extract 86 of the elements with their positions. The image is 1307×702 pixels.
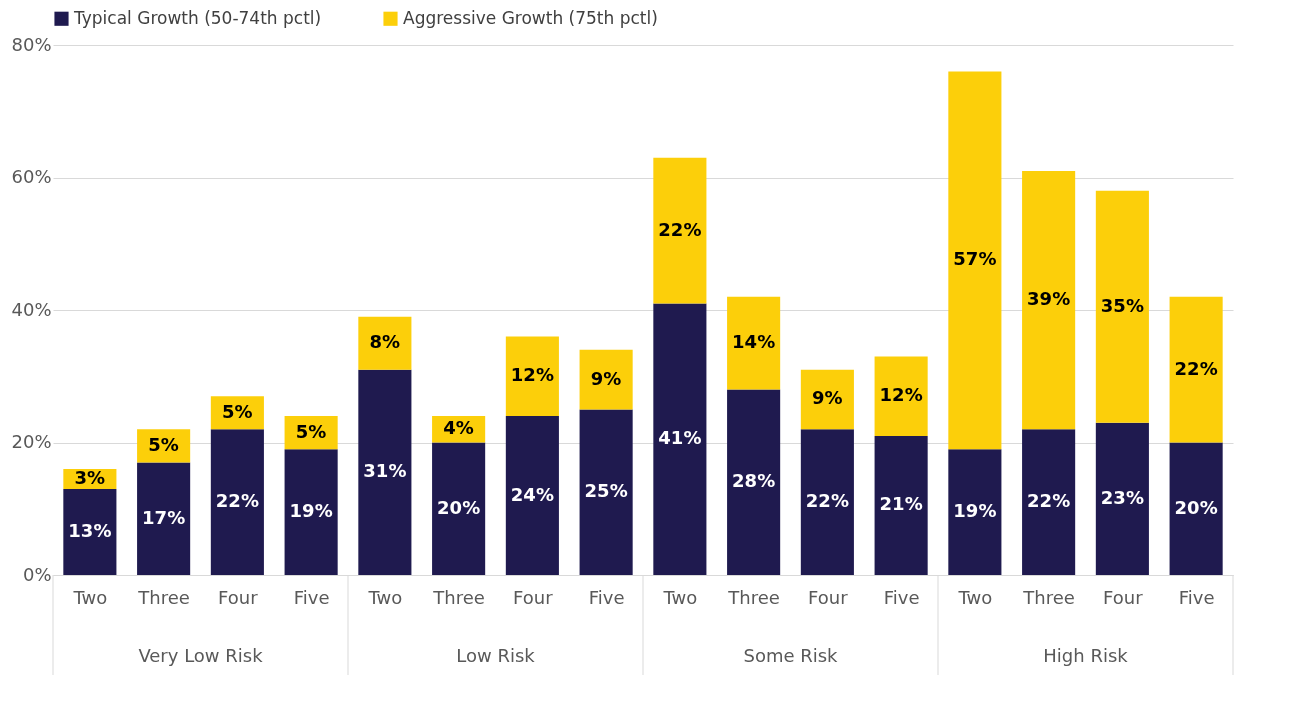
data-label: 31% — [363, 460, 407, 482]
y-tick-label: 20% — [11, 431, 52, 452]
bar — [505, 416, 559, 575]
data-label: 39% — [1027, 288, 1071, 310]
x-tick-label: Three — [1022, 586, 1075, 608]
text: Very Low Risk — [138, 645, 264, 666]
data-label: 14% — [732, 331, 776, 353]
data-label: 21% — [879, 493, 923, 515]
data-label: 22% — [658, 218, 702, 240]
data-label: 5% — [148, 433, 179, 455]
bar — [358, 316, 412, 370]
data-label: 22% — [215, 490, 259, 512]
y-tick-label: 40% — [11, 298, 52, 320]
bar — [1169, 442, 1223, 575]
data-label: 8% — [369, 331, 401, 353]
y-tick-label: 60% — [11, 166, 52, 187]
bar — [505, 336, 559, 416]
data-label: 9% — [590, 367, 622, 389]
x-tick-label: Five — [588, 586, 625, 608]
text: Low Risk — [456, 645, 536, 666]
bar — [1095, 190, 1149, 423]
bar — [1169, 296, 1223, 443]
data-label: 41% — [658, 427, 702, 449]
bar — [727, 389, 781, 575]
data-label: 4% — [443, 417, 474, 439]
y-tick-label: 0% — [22, 563, 52, 585]
bar — [874, 435, 928, 575]
x-tick-label: Five — [1178, 586, 1215, 608]
x-tick-label: Two — [662, 586, 698, 608]
x-tick-label: Two — [72, 586, 108, 608]
data-label: 23% — [1100, 486, 1144, 508]
bar — [63, 488, 117, 575]
bar — [432, 442, 486, 575]
bar — [579, 349, 633, 410]
y-tick-label: 80% — [11, 33, 52, 55]
data-label: 22% — [805, 490, 849, 512]
x-tick-label: Three — [727, 586, 780, 608]
bar — [1022, 429, 1076, 575]
data-label: 22% — [1174, 357, 1218, 379]
data-label: 13% — [68, 519, 112, 541]
x-tick-label: Three — [432, 586, 485, 608]
x-tick-label: Five — [293, 586, 330, 608]
data-label: 22% — [1027, 490, 1071, 512]
x-tick-label: Four — [218, 586, 259, 608]
data-label: 5% — [295, 420, 327, 442]
legend-label: Typical Growth (50-74th pctl) — [73, 7, 322, 28]
x-tick-label: Four — [513, 586, 554, 608]
bar — [727, 296, 781, 390]
bar — [800, 429, 854, 575]
data-label: 28% — [732, 470, 776, 492]
x-tick-label: Two — [957, 586, 993, 608]
data-label: 19% — [289, 500, 333, 522]
data-label: 9% — [812, 387, 843, 409]
bar — [653, 303, 707, 575]
bar — [948, 71, 1002, 450]
data-label: 5% — [222, 400, 253, 422]
bar — [284, 449, 338, 575]
bar — [800, 369, 854, 430]
bar — [210, 429, 264, 575]
bar — [137, 462, 191, 575]
bar — [579, 409, 633, 575]
data-label: 12% — [879, 384, 923, 406]
x-tick-label: Four — [808, 586, 849, 608]
x-tick-label: Three — [137, 586, 190, 608]
data-label: 24% — [510, 483, 554, 505]
legend-label: Aggressive Growth (75th pctl) — [403, 7, 658, 28]
data-label: 12% — [510, 364, 554, 386]
x-tick-label: Two — [367, 586, 403, 608]
data-label: 25% — [584, 480, 628, 502]
data-label: 19% — [953, 500, 997, 522]
x-tick-label: Four — [1103, 586, 1144, 608]
bar — [358, 369, 412, 575]
bar — [874, 356, 928, 436]
bar — [948, 449, 1002, 575]
data-label: 35% — [1100, 294, 1144, 316]
text: Some Risk — [743, 645, 839, 666]
bar — [1022, 170, 1076, 430]
bar — [1095, 422, 1149, 575]
data-label: 3% — [74, 466, 106, 488]
bar — [653, 157, 707, 304]
data-label: 20% — [1174, 496, 1218, 518]
data-label: 57% — [953, 248, 997, 270]
data-label: 20% — [437, 496, 481, 518]
text: High Risk — [1043, 645, 1129, 666]
data-label: 17% — [142, 506, 186, 528]
x-tick-label: Five — [883, 586, 920, 608]
